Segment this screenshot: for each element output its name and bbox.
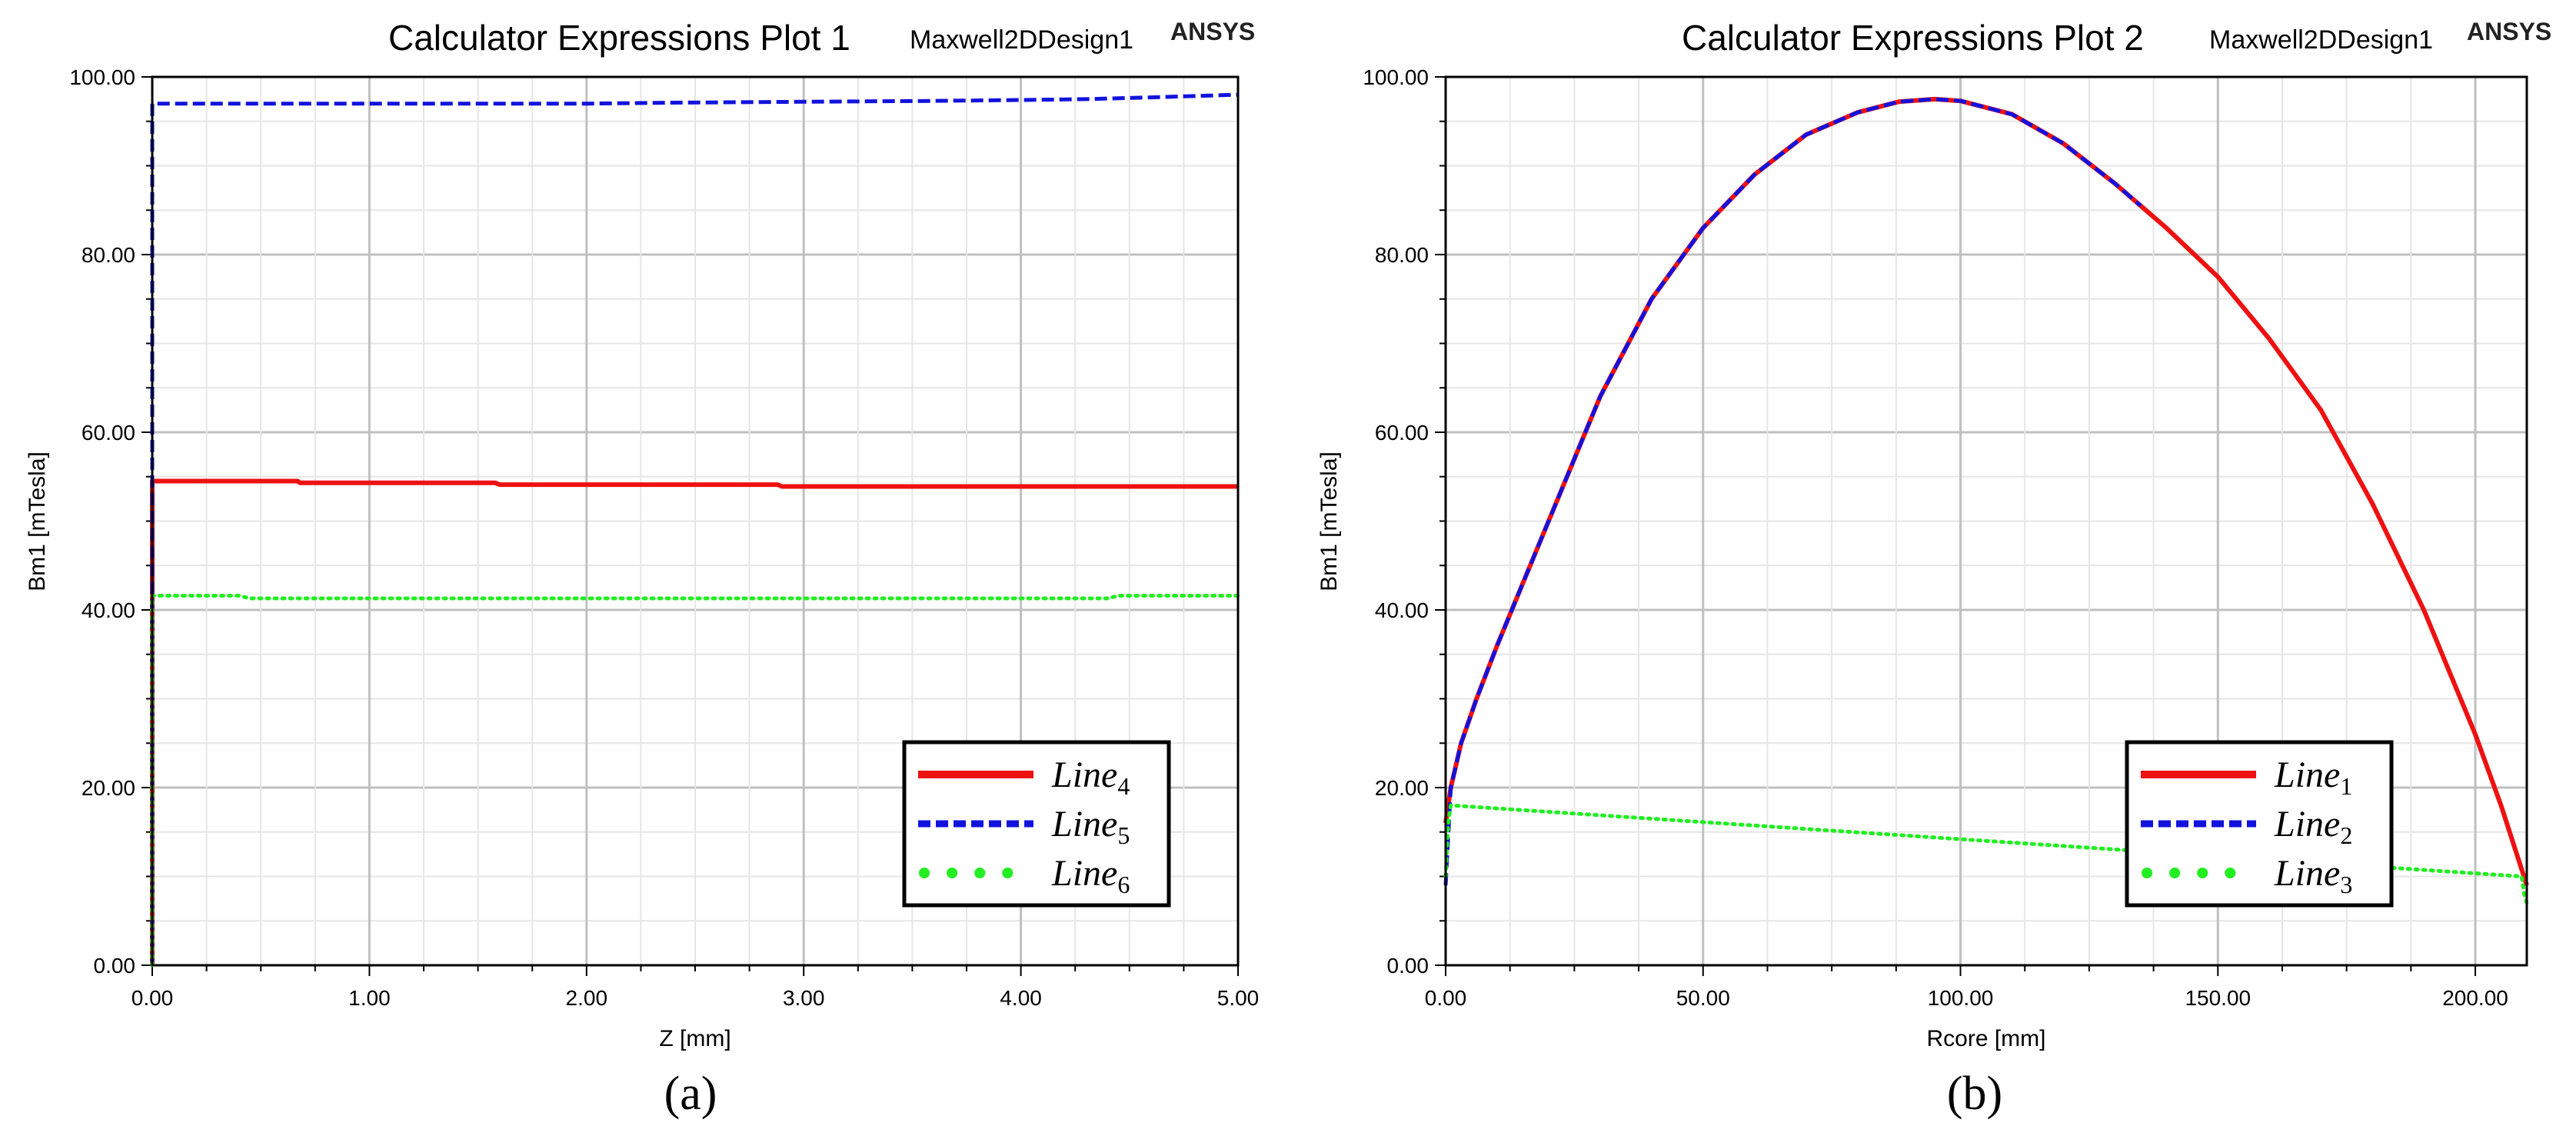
- y-axis-label: Bm1 [mTesla]: [25, 451, 50, 591]
- legend-label: Line1: [2274, 755, 2352, 800]
- x-tick-label: 200.00: [2442, 986, 2508, 1010]
- chart-title: Calculator Expressions Plot 1: [388, 18, 850, 58]
- y-tick-label: 80.00: [82, 243, 135, 267]
- x-tick-labels: 0.00 1.00 2.00 3.00 4.00 5.00: [131, 986, 1260, 1010]
- legend-label: Line3: [2274, 853, 2352, 898]
- x-axis-label: Rcore [mm]: [1926, 1026, 2045, 1051]
- series-line-line2: [1443, 97, 2142, 886]
- y-tick-label: 100.00: [1363, 65, 1429, 89]
- y-tick-label: 20.00: [82, 776, 135, 800]
- x-tick-label: 0.00: [131, 986, 174, 1010]
- x-tick-label: 3.00: [783, 986, 825, 1010]
- panel-caption: (a): [664, 1068, 717, 1120]
- y-tick-label: 20.00: [1375, 776, 1429, 800]
- legend-box: [2125, 740, 2394, 908]
- brand-label: ANSYS: [1170, 18, 1255, 45]
- x-tick-label: 1.00: [348, 986, 391, 1010]
- y-tick-labels: 0.00 20.00 40.00 60.00 80.00 100.00: [69, 65, 135, 978]
- y-tick-label: 0.00: [94, 954, 136, 978]
- legend-label: Line5: [1051, 804, 1130, 849]
- series-group: [1443, 96, 2529, 905]
- legend-label: Line2: [2274, 804, 2352, 849]
- x-tick-label: 150.00: [2185, 986, 2251, 1010]
- legend-box: [902, 740, 1171, 908]
- y-tick-label: 60.00: [1375, 421, 1429, 445]
- y-tick-label: 40.00: [1375, 598, 1429, 622]
- x-tick-label: 5.00: [1217, 986, 1260, 1010]
- x-tick-labels: 0.00 50.00 100.00 150.00 200.00: [1425, 986, 2508, 1010]
- y-tick-label: 40.00: [82, 598, 135, 622]
- chart-panel-a: Calculator Expressions Plot 1 Maxwell2DD…: [25, 18, 1259, 1120]
- design-name: Maxwell2DDesign1: [2209, 25, 2433, 55]
- y-tick-label: 80.00: [1375, 243, 1429, 267]
- series-line-line5: [150, 92, 1239, 965]
- y-tick-label: 0.00: [1387, 954, 1429, 978]
- panel-caption: (b): [1947, 1068, 2002, 1120]
- x-axis-label: Z [mm]: [659, 1026, 731, 1051]
- legend-label: Line6: [1051, 853, 1130, 898]
- series-line-line1: [1443, 96, 2529, 886]
- brand-label: ANSYS: [2467, 18, 2551, 45]
- y-axis-label: Bm1 [mTesla]: [1316, 451, 1342, 591]
- plot-frame: [151, 75, 1240, 967]
- y-tick-labels: 0.00 20.00 40.00 60.00 80.00 100.00: [1363, 65, 1429, 978]
- x-tick-label: 4.00: [1000, 986, 1042, 1010]
- x-tick-label: 0.00: [1425, 986, 1467, 1010]
- y-tick-label: 60.00: [82, 421, 135, 445]
- x-tick-label: 2.00: [566, 986, 608, 1010]
- y-tick-label: 100.00: [69, 65, 135, 89]
- series-group: [150, 92, 1240, 968]
- series-line-line4: [150, 478, 1238, 965]
- chart-title: Calculator Expressions Plot 2: [1682, 18, 2144, 58]
- x-tick-label: 100.00: [1928, 986, 1994, 1010]
- legend-label: Line4: [1051, 755, 1130, 800]
- x-tick-label: 50.00: [1676, 986, 1730, 1010]
- plot-frame: [1444, 75, 2528, 967]
- design-name: Maxwell2DDesign1: [910, 25, 1133, 55]
- series-line-line6: [150, 594, 1240, 968]
- series-line-line3: [1443, 803, 2529, 905]
- chart-panel-b: Calculator Expressions Plot 2 Maxwell2DD…: [1316, 18, 2551, 1120]
